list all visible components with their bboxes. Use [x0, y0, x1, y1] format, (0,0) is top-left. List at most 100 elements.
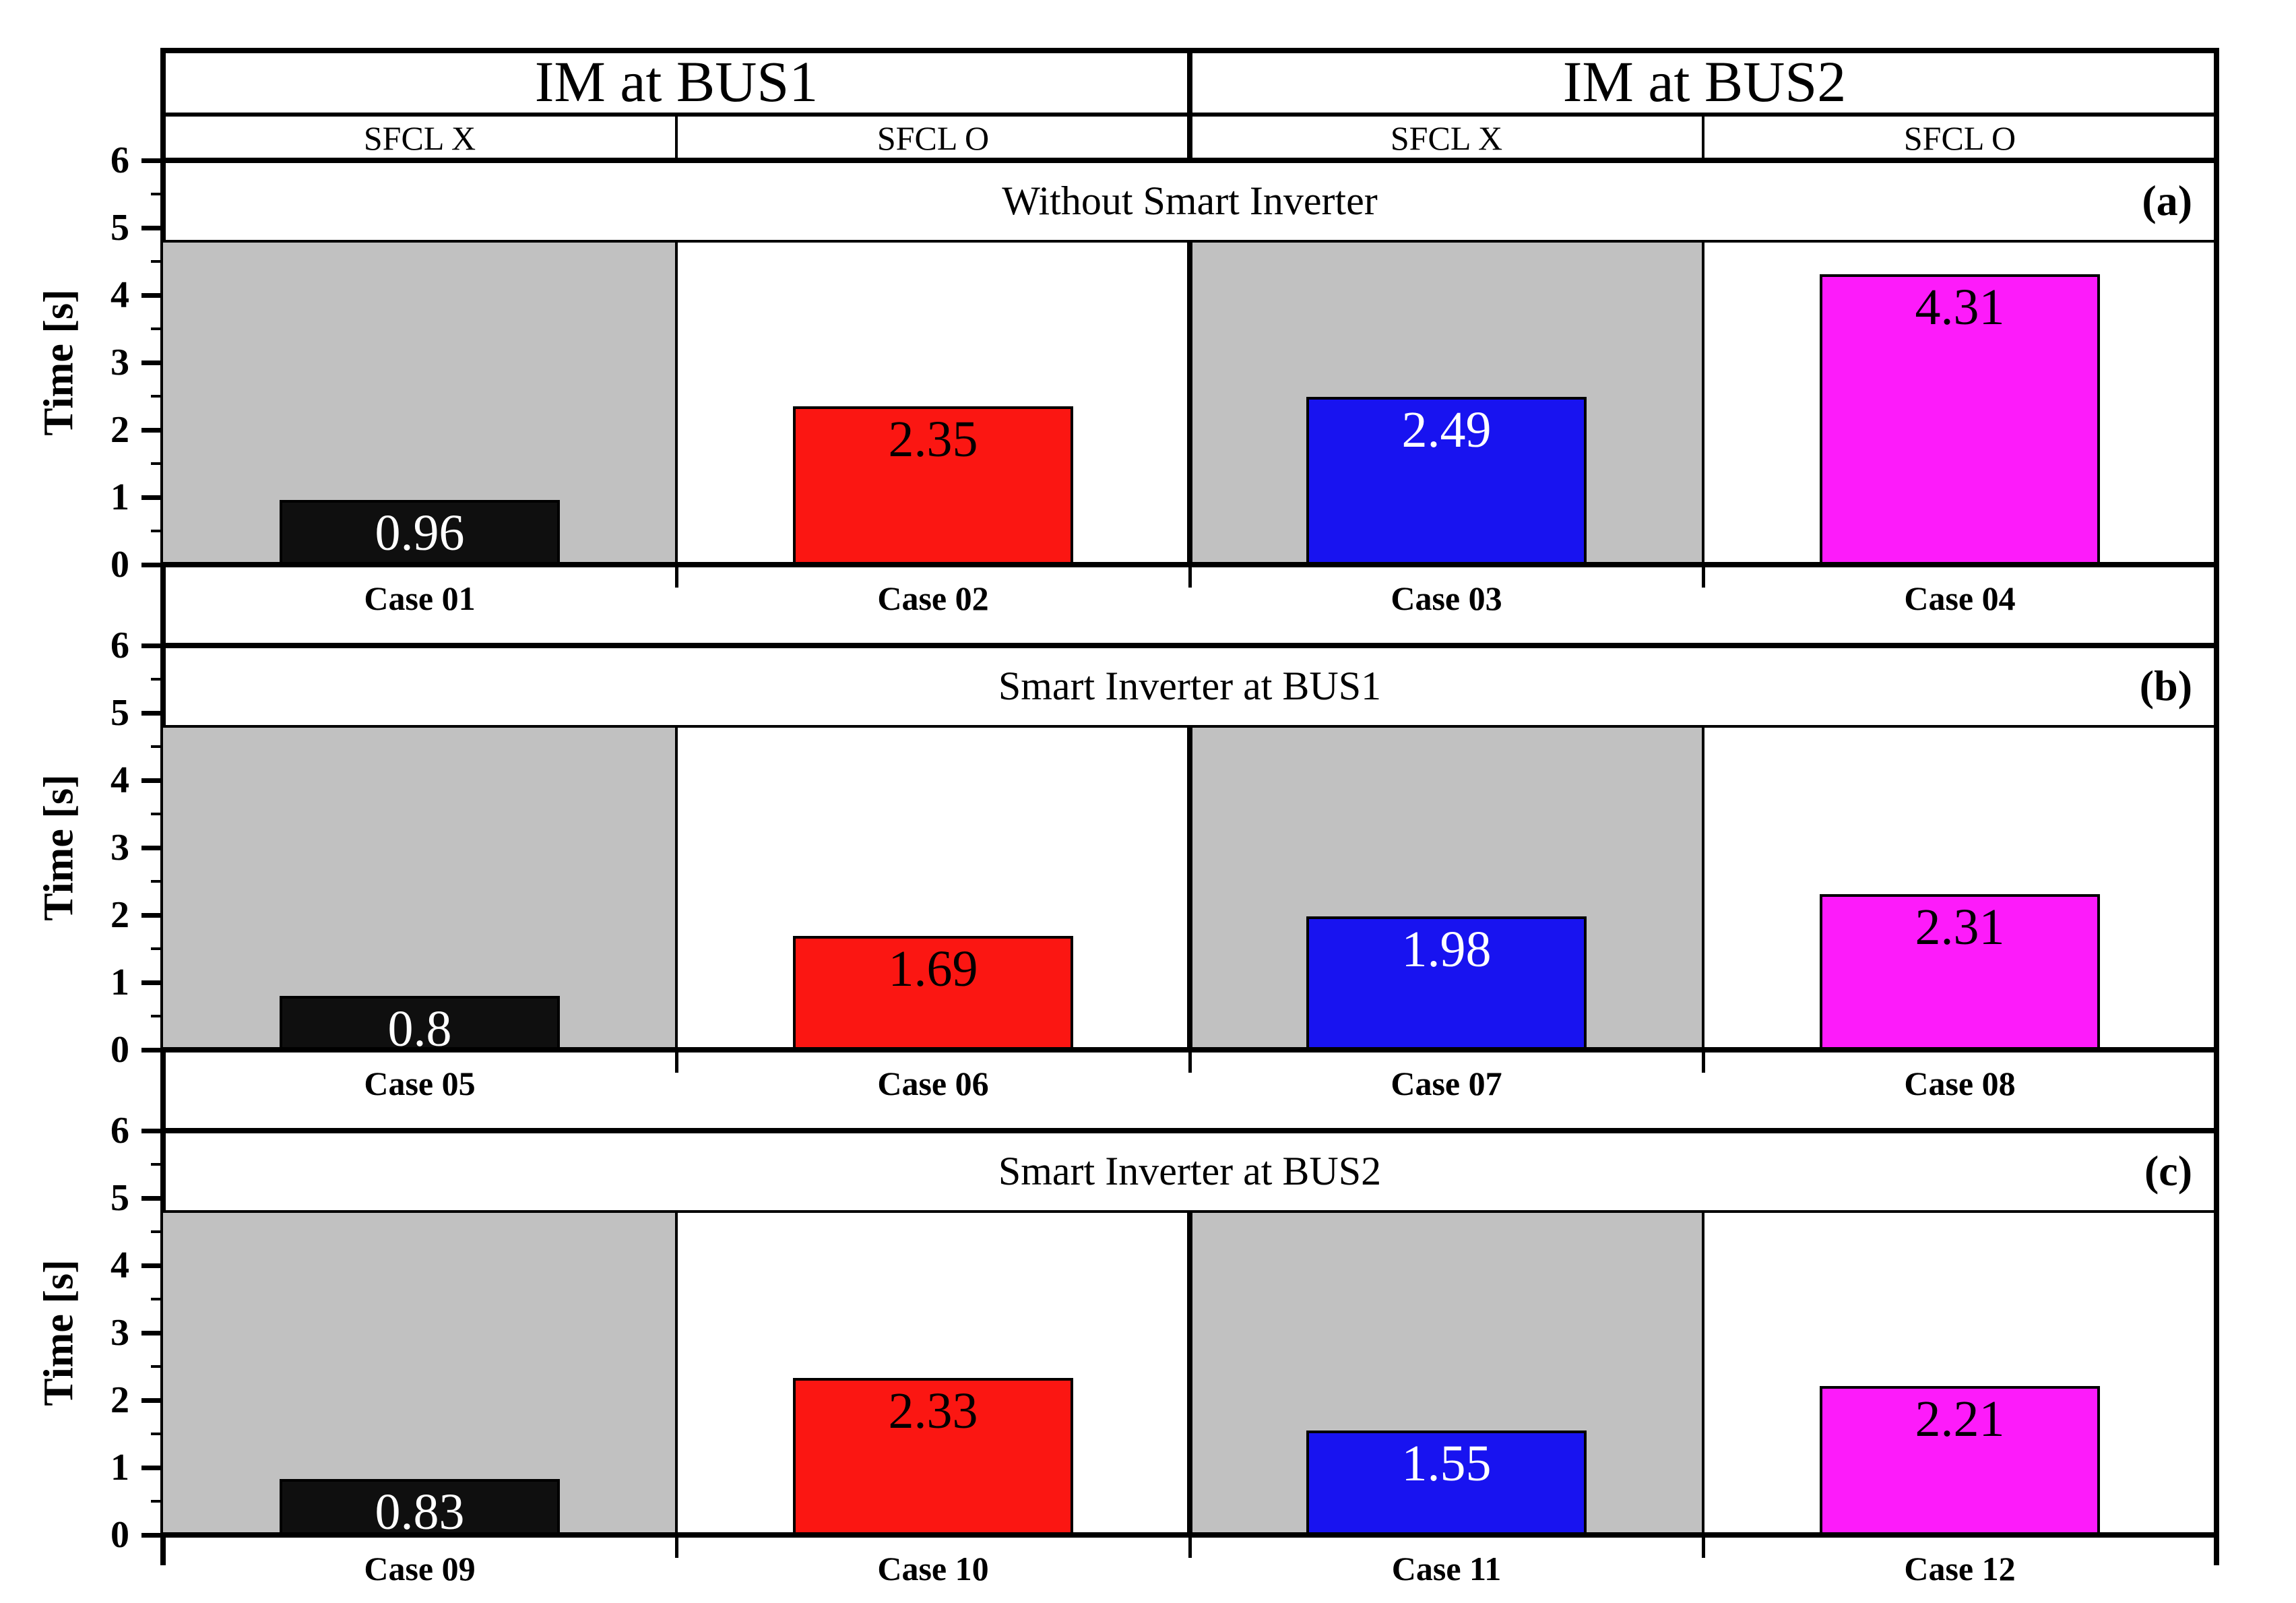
y-axis-major-tick: [141, 1195, 163, 1201]
x-axis-tick: [1188, 1052, 1192, 1073]
bar-case-12: 2.21: [1820, 1386, 2100, 1535]
panel-tag: (c): [2144, 1147, 2192, 1195]
x-axis: [160, 562, 2219, 567]
y-axis-tick-label: 4: [110, 1245, 129, 1286]
plot-quarter-divider: [1702, 726, 1704, 1050]
case-label: Case 02: [877, 579, 989, 617]
plot-mid-divider: [1187, 726, 1192, 1050]
panel-top-border: [160, 158, 2219, 163]
bar-case-09: 0.83: [280, 1479, 560, 1540]
subheader-sfcl-o-1: SFCL O: [876, 119, 990, 157]
bar-case-06: 1.69: [793, 936, 1073, 1050]
bar-case-08: 2.31: [1820, 894, 2100, 1050]
y-axis-label: Time [s]: [36, 774, 82, 921]
case-label: Case 10: [877, 1550, 989, 1588]
y-axis-tick-label: 5: [110, 692, 129, 734]
case-label: Case 01: [364, 579, 476, 617]
bar-case-04: 4.31: [1820, 274, 2100, 565]
y-axis-major-tick: [141, 562, 163, 567]
panel-top-border: [160, 1128, 2219, 1133]
y-axis-minor-tick: [151, 260, 163, 263]
y-axis-minor-tick: [151, 1433, 163, 1435]
bar-value-label: 1.98: [1401, 921, 1492, 978]
header-mid-divider: [1187, 51, 1192, 160]
case-label: Case 03: [1391, 579, 1502, 617]
y-axis-tick-label: 1: [110, 1447, 129, 1488]
y-axis-tick-label: 5: [110, 207, 129, 249]
y-axis-minor-tick: [151, 745, 163, 748]
panel-title: Without Smart Inverter: [1002, 178, 1378, 223]
case-label: Case 12: [1904, 1550, 2016, 1588]
y-axis-major-tick: [141, 427, 163, 433]
plot-quarter-divider: [675, 1212, 678, 1535]
y-axis-tick-label: 0: [110, 544, 129, 586]
y-axis-minor-tick: [151, 1298, 163, 1300]
y-axis-major-tick: [141, 292, 163, 298]
y-axis-tick-label: 3: [110, 1312, 129, 1354]
y-axis-major-tick: [141, 710, 163, 716]
bar-case-11: 1.55: [1306, 1431, 1587, 1535]
y-axis-tick-label: 1: [110, 962, 129, 1003]
y-axis-minor-tick: [151, 880, 163, 883]
case-label: Case 08: [1904, 1065, 2016, 1102]
y-axis-major-tick: [141, 225, 163, 230]
subheader-sfcl-o-2: SFCL O: [1903, 119, 2016, 157]
panel-title-strip: Smart Inverter at BUS1 (b): [163, 646, 2217, 726]
y-axis-label: Time [s]: [36, 289, 82, 436]
panel-c: Smart Inverter at BUS2 (c) 0.83 2.33 1.55 2.2…: [110, 1110, 2219, 1602]
y-axis-minor-tick: [151, 1230, 163, 1233]
subheader-sfcl-x-1: SFCL X: [363, 119, 476, 157]
bar-value-label: 0.83: [375, 1484, 465, 1540]
y-axis-major-tick: [141, 360, 163, 365]
plot-quarter-divider: [1702, 1212, 1704, 1535]
case-label: Case 05: [364, 1065, 476, 1102]
y-axis-major-tick: [141, 1532, 163, 1538]
case-label: Case 04: [1904, 579, 2016, 617]
panel-title: Smart Inverter at BUS2: [998, 1148, 1382, 1193]
x-axis: [160, 1532, 2219, 1538]
bar-value-label: 2.49: [1401, 402, 1492, 458]
bar-value-label: 2.35: [888, 411, 978, 468]
bar-case-05: 0.8: [280, 996, 560, 1057]
y-axis-major-tick: [141, 778, 163, 783]
y-axis-tick-label: 0: [110, 1514, 129, 1556]
bar-case-01: 0.96: [280, 500, 560, 565]
bar-value-label: 1.55: [1401, 1435, 1492, 1492]
y-axis-tick-label: 2: [110, 894, 129, 936]
y-axis-major-tick: [141, 912, 163, 918]
bar-value-label: 2.31: [1915, 899, 2005, 955]
y-axis-label: Time [s]: [36, 1259, 82, 1406]
x-axis-tick: [674, 1538, 678, 1558]
y-axis-tick-label: 3: [110, 827, 129, 869]
panel-title-strip: Without Smart Inverter (a): [163, 160, 2217, 241]
case-label: Case 07: [1391, 1065, 1502, 1102]
x-axis-tick: [1701, 567, 1705, 588]
y-axis-major-tick: [141, 1128, 163, 1133]
plot-quarter-divider: [675, 241, 678, 565]
panel-top-border: [160, 643, 2219, 648]
case-label: Case 11: [1391, 1550, 1502, 1588]
case-label: Case 09: [364, 1550, 476, 1588]
bar-case-02: 2.35: [793, 406, 1073, 565]
case-label: Case 06: [877, 1065, 989, 1102]
y-axis-tick-label: 3: [110, 342, 129, 383]
plot-mid-divider: [1187, 1212, 1192, 1535]
y-axis-tick-label: 5: [110, 1177, 129, 1219]
y-axis-tick-label: 6: [110, 1110, 129, 1152]
y-axis-tick-label: 6: [110, 625, 129, 666]
y-axis-major-tick: [141, 1330, 163, 1335]
y-axis-major-tick: [141, 495, 163, 500]
x-axis-tick: [1701, 1538, 1705, 1558]
y-axis-tick-label: 2: [110, 1379, 129, 1421]
y-axis-tick-label: 4: [110, 759, 129, 801]
y-axis-tick-label: 1: [110, 476, 129, 518]
panel-b: Smart Inverter at BUS1 (b) 0.8 1.69 1.98 2.31…: [110, 625, 2219, 1117]
bar-value-label: 0.96: [375, 505, 465, 561]
y-axis-minor-tick: [151, 193, 163, 195]
x-axis: [160, 1047, 2219, 1052]
y-axis-major-tick: [141, 1263, 163, 1268]
plot-quarter-divider: [675, 726, 678, 1050]
x-axis-tick: [674, 567, 678, 588]
y-axis-minor-tick: [151, 1500, 163, 1503]
